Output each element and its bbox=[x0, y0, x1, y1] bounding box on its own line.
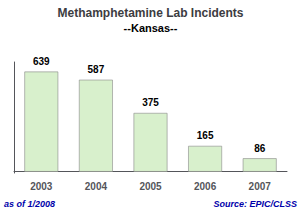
svg-text:2004: 2004 bbox=[85, 181, 108, 192]
svg-text:2003: 2003 bbox=[30, 181, 53, 192]
svg-text:2005: 2005 bbox=[139, 181, 162, 192]
svg-text:86: 86 bbox=[254, 143, 266, 154]
svg-text:375: 375 bbox=[142, 97, 159, 108]
svg-text:165: 165 bbox=[197, 130, 214, 141]
svg-text:Methamphetamine Lab Incidents: Methamphetamine Lab Incidents bbox=[57, 6, 243, 20]
svg-text:587: 587 bbox=[88, 64, 105, 75]
svg-text:2006: 2006 bbox=[194, 181, 217, 192]
svg-text:Source: EPIC/CLSS: Source: EPIC/CLSS bbox=[213, 199, 297, 209]
svg-text:as of 1/2008: as of 1/2008 bbox=[4, 199, 55, 209]
svg-text:639: 639 bbox=[33, 56, 50, 67]
svg-text:--Kansas--: --Kansas-- bbox=[124, 22, 178, 34]
svg-text:2007: 2007 bbox=[249, 181, 272, 192]
